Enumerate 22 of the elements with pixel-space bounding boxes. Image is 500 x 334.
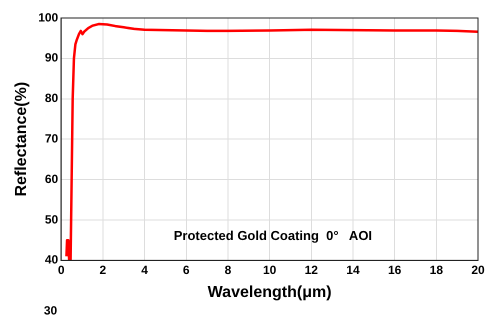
x-tick-label: 6 bbox=[182, 262, 190, 277]
annotation: Protected Gold Coating 0° AOI bbox=[174, 228, 372, 243]
x-tick-label: 8 bbox=[224, 262, 232, 277]
x-tick-label: 4 bbox=[141, 262, 148, 277]
text: 30 bbox=[44, 303, 58, 318]
y-tick-label: 60 bbox=[44, 172, 59, 186]
x-tick-label: 0 bbox=[58, 262, 65, 277]
x-tick-label: 10 bbox=[262, 262, 277, 277]
x-tick-label: 12 bbox=[304, 262, 318, 277]
x-tick-label: 2 bbox=[100, 262, 107, 277]
y-axis-title: Reflectance(%) bbox=[13, 82, 30, 197]
y-tick-label: 100 bbox=[38, 10, 59, 24]
y-tick-label: 90 bbox=[44, 50, 59, 65]
x-tick-label: 16 bbox=[388, 262, 402, 277]
y-tick-label: 40 bbox=[44, 252, 59, 267]
x-tick-label: 18 bbox=[430, 262, 444, 277]
y-tick-label: 70 bbox=[44, 132, 59, 146]
y-tick-label: 80 bbox=[44, 91, 59, 106]
x-tick-label: 14 bbox=[346, 262, 360, 277]
y-tick-label: 50 bbox=[44, 212, 59, 226]
x-axis-title: Wavelength(μm) bbox=[208, 284, 332, 301]
x-tick-label: 20 bbox=[471, 262, 485, 277]
